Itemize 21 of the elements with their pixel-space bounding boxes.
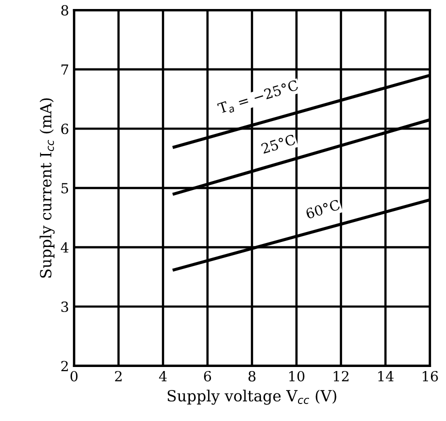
annotation: 25°C	[260, 134, 296, 154]
y-axis-title: Supply current I$_{cc}$ (mA)	[40, 98, 55, 278]
y-tick-label: 6	[61, 124, 68, 134]
x-axis-title: Supply voltage V$_{cc}$ (V)	[168, 390, 336, 405]
y-tick-label: 8	[61, 5, 68, 16]
y-tick-label: 2	[61, 360, 68, 372]
annotation: 60°C	[305, 199, 340, 220]
annotation: T$_{a}$ = −25°C	[217, 80, 300, 116]
x-tick-label: 0	[70, 370, 78, 382]
x-tick-label: 4	[159, 370, 167, 382]
y-tick-label: 5	[62, 183, 68, 194]
x-tick-label: 14	[378, 370, 394, 382]
y-tick-label: 3	[61, 302, 68, 312]
x-tick-label: 10	[289, 370, 304, 382]
x-tick-label: 12	[334, 370, 348, 382]
x-tick-label: 16	[422, 370, 438, 382]
x-tick-label: 2	[115, 370, 122, 382]
x-tick-label: 8	[248, 370, 256, 382]
y-tick-label: 7	[62, 64, 68, 75]
y-tick-label: 4	[60, 242, 68, 253]
x-tick-label: 6	[204, 370, 212, 382]
